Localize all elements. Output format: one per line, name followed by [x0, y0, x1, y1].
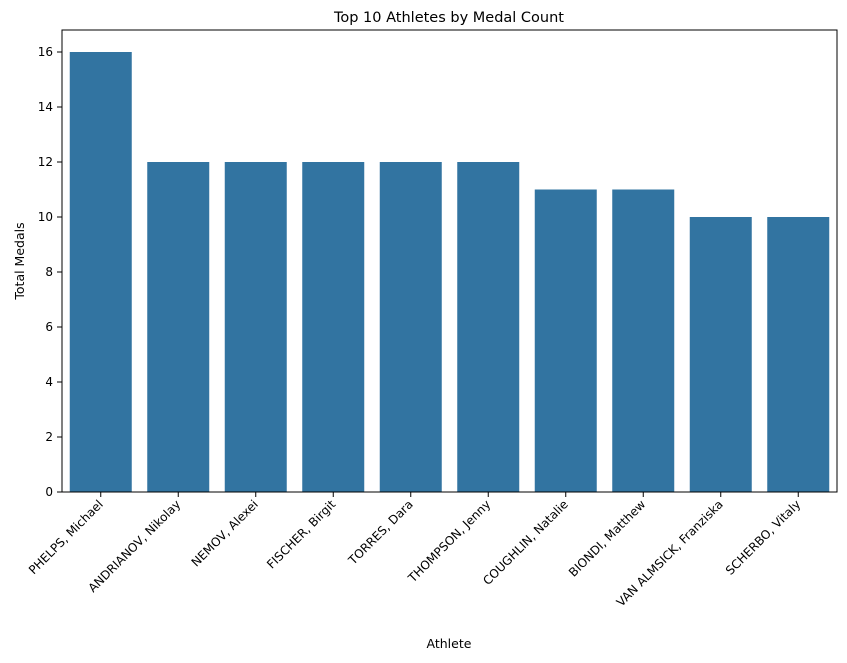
bar [457, 162, 520, 492]
y-axis-label: Total Medals [12, 222, 27, 300]
x-tick-label: BIONDI, Matthew [566, 497, 649, 580]
x-axis-label: Athlete [427, 636, 472, 651]
x-tick-label: TORRES, Dara [345, 497, 416, 568]
x-tick-label: NEMOV, Alexei [189, 497, 261, 569]
bar [612, 189, 675, 492]
bar [689, 217, 752, 492]
bar [302, 162, 365, 492]
x-tick-label: COUGHLIN, Natalie [480, 497, 571, 588]
x-tick-label: FISCHER, Birgit [264, 497, 338, 571]
y-tick-label: 2 [45, 430, 53, 444]
y-axis: 0 2 4 6 8 10 12 14 16 [38, 45, 62, 499]
y-tick-label: 8 [45, 265, 53, 279]
y-tick-label: 10 [38, 210, 53, 224]
y-tick-label: 6 [45, 320, 53, 334]
bar [767, 217, 830, 492]
chart-title: Top 10 Athletes by Medal Count [333, 10, 564, 26]
y-tick-label: 4 [45, 375, 53, 389]
y-tick-label: 16 [38, 45, 53, 59]
bars-layer [69, 52, 830, 492]
y-tick-label: 0 [45, 485, 53, 499]
bar [224, 162, 287, 492]
bar [379, 162, 442, 492]
y-tick-label: 14 [38, 100, 53, 114]
x-tick-label: PHELPS, Michael [26, 497, 106, 577]
x-tick-label: THOMPSON, Jenny [405, 497, 494, 586]
bar [147, 162, 210, 492]
bar [534, 189, 597, 492]
plot-frame [61, 29, 838, 493]
bar [69, 52, 132, 492]
y-tick-label: 12 [38, 155, 53, 169]
x-tick-label: SCHERBO, Vitaly [723, 497, 803, 577]
